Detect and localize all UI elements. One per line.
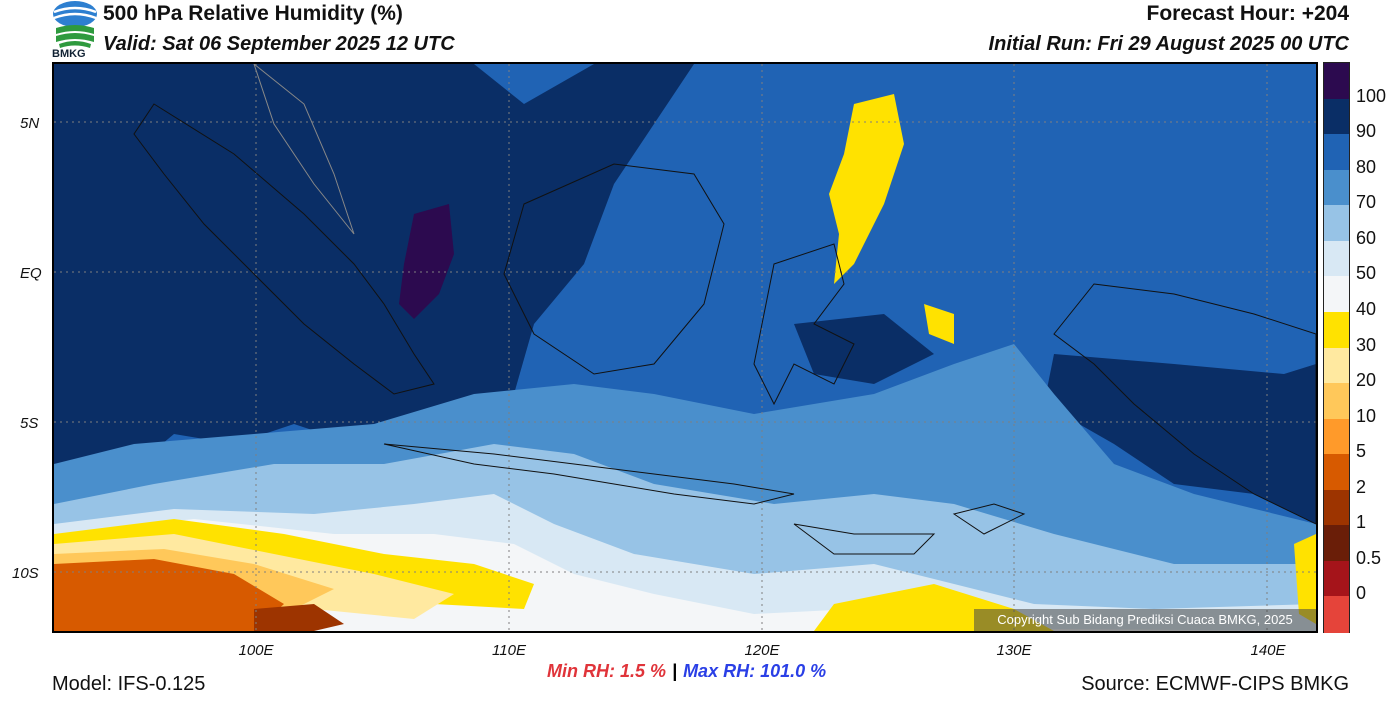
rh-field-2 xyxy=(254,604,344,631)
rh-field-90-west xyxy=(54,64,694,494)
source-label: Source: ECMWF-CIPS BMKG xyxy=(1081,673,1349,695)
colorbar-label: 5 xyxy=(1356,441,1367,462)
timor-coast xyxy=(952,503,1026,535)
colorbar-segment xyxy=(1324,454,1349,491)
initial-run: Initial Run: Fri 29 August 2025 00 UTC xyxy=(988,33,1349,55)
colorbar-segment xyxy=(1324,311,1349,348)
x-label-120e: 120E xyxy=(744,642,780,659)
y-label-10s: 10S xyxy=(12,565,39,582)
valid-time: Valid: Sat 06 September 2025 12 UTC xyxy=(103,33,455,55)
borneo-coast xyxy=(503,163,725,375)
colorbar-label: 80 xyxy=(1356,156,1377,177)
colorbar-segment xyxy=(1324,418,1349,455)
model-label: Model: IFS-0.125 xyxy=(52,673,206,695)
y-label-5s: 5S xyxy=(20,415,39,432)
colorbar-label: 30 xyxy=(1356,334,1377,355)
colorbar-label: 70 xyxy=(1356,192,1377,213)
colorbar-label: 100 xyxy=(1356,85,1387,106)
max-rh: Max RH: 101.0 % xyxy=(683,661,827,681)
colorbar-label: 20 xyxy=(1356,370,1377,391)
colorbar-segment xyxy=(1324,383,1349,420)
min-rh: Min RH: 1.5 % xyxy=(547,661,667,681)
colorbar-segment xyxy=(1324,596,1349,633)
papua-coast xyxy=(1053,283,1316,525)
colorbar-label: 90 xyxy=(1356,121,1377,142)
rh-field-90-east xyxy=(794,314,1316,524)
colorbar-label: 10 xyxy=(1356,405,1377,426)
rh-field-30-south xyxy=(814,534,1316,631)
colorbar-segment xyxy=(1324,134,1349,171)
y-label-eq: EQ xyxy=(20,265,42,282)
colorbar-segment xyxy=(1324,525,1349,562)
colorbar-segment xyxy=(1324,560,1349,597)
rh-field-5 xyxy=(54,559,284,631)
y-label-5n: 5N xyxy=(20,115,40,132)
colorbar-segment xyxy=(1324,347,1349,384)
java-coast xyxy=(383,443,795,505)
logo-text: BMKG xyxy=(52,48,86,60)
forecast-hour: Forecast Hour: +204 xyxy=(1146,2,1350,25)
stats-separator: | xyxy=(672,661,678,681)
colorbar-label: 60 xyxy=(1356,227,1377,248)
colorbar-label: 50 xyxy=(1356,263,1377,284)
colorbar-segment xyxy=(1324,169,1349,206)
sulawesi-coast xyxy=(753,243,855,406)
colorbar-segment xyxy=(1324,98,1349,135)
malay-peninsula-coast xyxy=(253,64,355,235)
x-label-110e: 110E xyxy=(492,642,526,659)
colorbar-segment xyxy=(1324,63,1349,100)
copyright-note: Copyright Sub Bidang Prediksi Cuaca BMKG… xyxy=(974,609,1316,631)
rh-field-100 xyxy=(399,204,454,319)
colorbar-segment xyxy=(1324,489,1349,526)
colorbar-segment xyxy=(1324,276,1349,313)
colorbar-label: 1 xyxy=(1356,512,1367,533)
colorbar-label: 2 xyxy=(1356,476,1367,497)
bmkg-logo xyxy=(53,1,97,48)
rh-field-30-streak xyxy=(829,94,954,344)
x-label-140e: 140E xyxy=(1250,642,1286,659)
colorbar xyxy=(1323,62,1350,633)
rh-stats: Min RH: 1.5 % | Max RH: 101.0 % xyxy=(547,661,826,682)
colorbar-segment xyxy=(1324,240,1349,277)
colorbar-segment xyxy=(1324,205,1349,242)
x-label-130e: 130E xyxy=(996,642,1032,659)
sumatra-coast xyxy=(133,103,435,395)
map-title: 500 hPa Relative Humidity (%) xyxy=(103,2,403,25)
colorbar-label: 40 xyxy=(1356,298,1377,319)
colorbar-label: 0 xyxy=(1356,583,1367,604)
humidity-map xyxy=(52,62,1318,633)
x-label-100e: 100E xyxy=(238,642,274,659)
graticule xyxy=(54,64,1316,631)
coastlines xyxy=(133,64,1316,555)
nusa-tenggara-coast xyxy=(793,523,936,555)
colorbar-label: 0.5 xyxy=(1356,547,1382,568)
